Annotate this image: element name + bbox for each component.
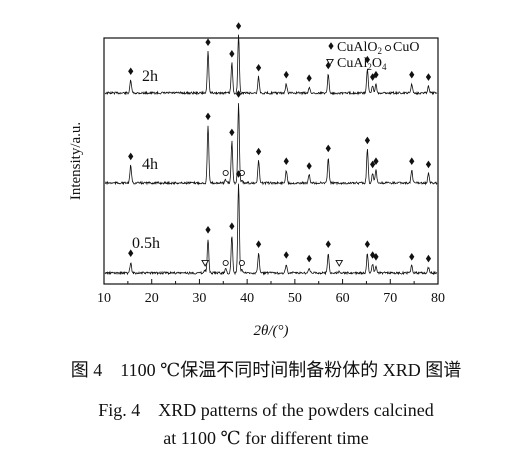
cualo2-diamond-marker xyxy=(364,240,370,248)
x-tick-label: 40 xyxy=(240,291,254,306)
legend: CuAlO2 CuO CuAl2O4 xyxy=(326,40,419,72)
cuo-circle-marker xyxy=(238,259,245,267)
series-trace-2h xyxy=(104,34,438,96)
x-tick-label: 80 xyxy=(431,291,445,306)
series-layer: 2h 4h 0.5h xyxy=(104,34,438,276)
series-trace-0.5h xyxy=(104,183,437,276)
marker-layer xyxy=(128,22,432,267)
x-tick-label: 10 xyxy=(97,291,111,306)
cualo2-diamond-marker xyxy=(128,152,134,161)
legend-text: O xyxy=(372,56,382,71)
cuo-circle-marker xyxy=(222,169,229,177)
figure-caption-chinese: 图 4 1100 ℃保温不同时间制备粉体的 XRD 图谱 xyxy=(70,360,462,380)
cualo2-diamond-marker xyxy=(235,22,242,30)
cualo2-diamond-marker xyxy=(128,67,134,76)
cualo2-diamond-marker xyxy=(373,70,379,79)
xrd-chart: 2h 4h 0.5h 10 20 30 40 50 60 70 80 CuAlO2 CuO CuAl2… xyxy=(68,22,445,339)
cualo2-diamond-marker xyxy=(235,90,242,98)
cualo2-diamond-marker xyxy=(283,157,289,165)
x-axis-ticks: 10 20 30 40 50 60 70 80 xyxy=(97,279,445,306)
figure-caption-english-line2: at 1100 ℃ for different time xyxy=(163,428,369,448)
cualo2-diamond-marker xyxy=(373,157,379,165)
cual2o4-triangle-marker xyxy=(326,58,334,66)
series-label: 4h xyxy=(142,156,158,173)
figure-caption-english-line1: Fig. 4 XRD patterns of the powders calci… xyxy=(98,400,434,420)
cualo2-diamond-marker xyxy=(370,160,376,169)
legend-subscript: 2 xyxy=(367,62,372,72)
x-tick-label: 30 xyxy=(192,291,206,306)
cualo2-diamond-marker xyxy=(373,253,379,261)
cualo2-diamond-marker xyxy=(235,170,242,178)
cualo2-diamond-marker xyxy=(205,112,211,121)
cualo2-diamond-marker xyxy=(306,74,312,82)
cualo2-diamond-marker xyxy=(306,254,312,263)
cualo2-diamond-marker xyxy=(364,55,370,64)
cualo2-diamond-marker xyxy=(325,144,331,153)
legend-label-cualo2: CuAlO2 xyxy=(337,40,382,56)
series-trace-4h xyxy=(104,103,438,186)
cualo2-diamond-marker xyxy=(229,222,235,230)
x-tick-label: 50 xyxy=(288,291,302,306)
x-tick-label: 70 xyxy=(383,291,397,306)
cualo2-diamond-marker xyxy=(425,160,432,169)
legend-label-cual2o4: CuAl2O4 xyxy=(337,56,387,72)
cualo2-diamond-marker xyxy=(425,254,432,263)
cualo2-diamond-marker xyxy=(255,147,262,156)
cualo2-diamond-marker xyxy=(255,240,262,248)
legend-subscript: 2 xyxy=(377,46,382,56)
cual2o4-triangle-marker xyxy=(335,259,344,267)
series-label: 0.5h xyxy=(132,235,160,252)
cuo-circle-marker xyxy=(222,259,229,267)
cualo2-diamond-marker xyxy=(283,70,289,79)
cualo2-diamond-marker xyxy=(409,70,415,79)
cualo2-diamond-marker xyxy=(128,249,134,257)
legend-subscript: 4 xyxy=(382,62,387,72)
cualo2-diamond-marker xyxy=(229,128,235,137)
cualo2-diamond-marker xyxy=(229,50,235,58)
x-axis-label: 2θ/(°) xyxy=(253,323,288,339)
cualo2-diamond-marker xyxy=(328,42,334,50)
x-tick-label: 20 xyxy=(145,291,159,306)
legend-label-cuo: CuO xyxy=(393,40,419,55)
cualo2-diamond-marker xyxy=(255,63,262,72)
cualo2-diamond-marker xyxy=(425,73,432,81)
cualo2-diamond-marker xyxy=(205,226,211,234)
cualo2-diamond-marker xyxy=(283,251,289,259)
cualo2-diamond-marker xyxy=(409,253,415,261)
cualo2-diamond-marker xyxy=(205,38,211,47)
cualo2-diamond-marker xyxy=(325,240,331,248)
y-axis-label: Intensity/a.u. xyxy=(68,122,84,200)
series-label: 2h xyxy=(142,68,158,85)
x-tick-label: 60 xyxy=(336,291,350,306)
cual2o4-triangle-marker xyxy=(201,259,210,267)
cualo2-diamond-marker xyxy=(409,157,415,165)
cualo2-diamond-marker xyxy=(306,162,312,170)
cualo2-diamond-marker xyxy=(364,136,370,145)
cuo-circle-marker xyxy=(384,44,392,52)
